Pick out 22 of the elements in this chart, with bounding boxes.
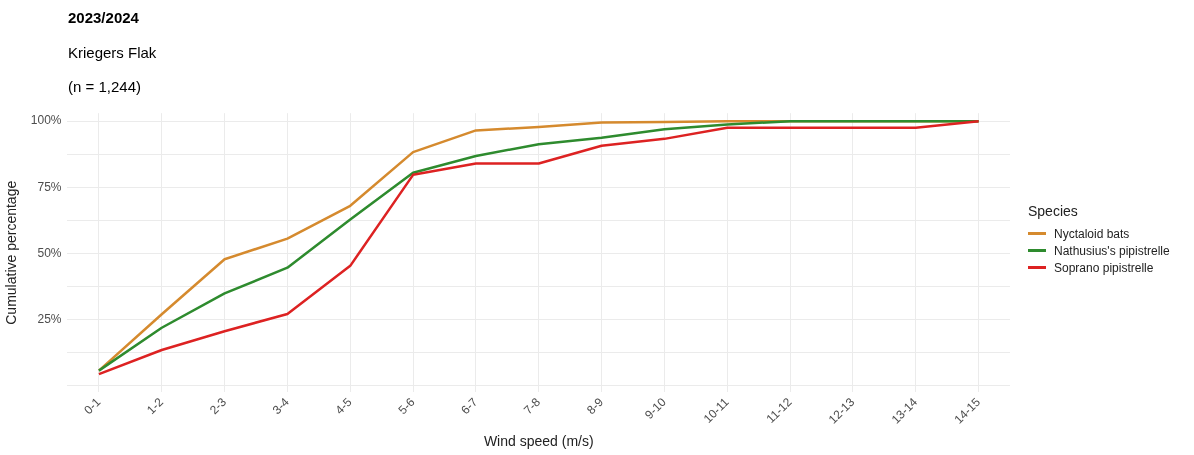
legend-label: Soprano pipistrelle	[1053, 259, 1155, 276]
x-tick-label: 4-5	[332, 394, 355, 418]
x-tick-label: 2-3	[206, 394, 230, 418]
y-tick-label: 50%	[37, 245, 62, 260]
x-tick-label: 6-7	[458, 394, 481, 418]
x-tick-label: 3-4	[269, 394, 293, 418]
y-tick-label: 25%	[37, 311, 62, 326]
chart-title: 2023/2024	[68, 9, 139, 26]
y-tick-label: 75%	[37, 179, 62, 194]
legend-label: Nyctaloid bats	[1053, 225, 1131, 242]
y-axis-title: Cumulative percentage	[3, 180, 20, 325]
x-tick-label: 0-1	[81, 394, 104, 418]
text: (n = 1,244)	[68, 78, 141, 95]
x-tick-label: 8-9	[583, 394, 607, 418]
x-tick-label: 1-2	[144, 394, 167, 418]
legend-label: Nathusius's pipistrelle	[1053, 242, 1170, 259]
x-tick-label: 5-6	[395, 394, 418, 418]
x-axis-title: Wind speed (m/s)	[483, 433, 594, 450]
chart-subtitle: Kriegers Flak	[68, 44, 157, 61]
y-tick-label: 100%	[30, 113, 62, 128]
legend-title: Species	[1028, 203, 1079, 219]
x-tick-label: 7-8	[521, 394, 544, 418]
